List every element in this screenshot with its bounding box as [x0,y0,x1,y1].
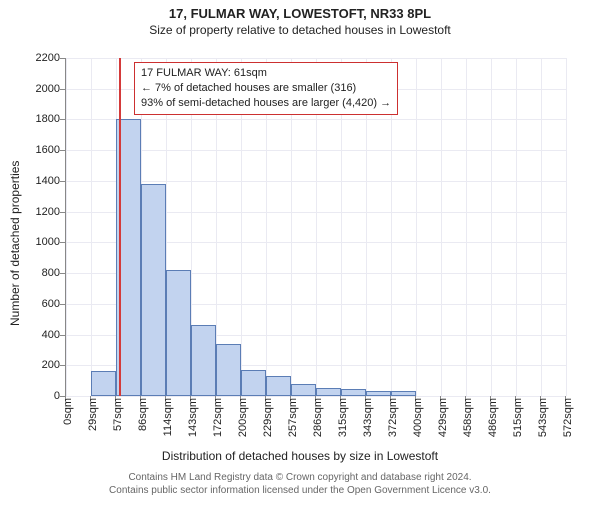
x-tick-label: 572sqm [562,398,574,446]
y-tick-mark [60,119,65,120]
y-tick-mark [60,335,65,336]
y-tick-label: 2000 [5,83,60,95]
x-tick-label: 286sqm [312,398,324,446]
x-tick-label: 114sqm [162,398,174,446]
histogram-bar [216,344,241,396]
histogram-bar [366,391,391,396]
x-tick-label: 172sqm [212,398,224,446]
callout-line: ← 7% of detached houses are smaller (316… [141,81,391,96]
gridline-v [541,58,542,396]
histogram-bar [316,388,341,396]
gridline-h [66,396,566,397]
histogram-bar [141,184,166,396]
y-tick-label: 0 [5,390,60,402]
x-tick-label: 429sqm [437,398,449,446]
plot-area: 17 FULMAR WAY: 61sqm← 7% of detached hou… [65,58,566,397]
histogram-bar [91,371,116,396]
footer-line-2: Contains public sector information licen… [0,484,600,497]
histogram-bar [241,370,266,396]
callout-line: 93% of semi-detached houses are larger (… [141,96,391,111]
y-tick-label: 1200 [5,206,60,218]
x-tick-label: 343sqm [362,398,374,446]
x-tick-label: 315sqm [337,398,349,446]
y-tick-label: 1400 [5,175,60,187]
gridline-v [66,58,67,396]
histogram-bar [266,376,291,396]
y-tick-mark [60,273,65,274]
histogram-bar [166,270,191,396]
gridline-v [516,58,517,396]
x-tick-label: 200sqm [237,398,249,446]
gridline-v [91,58,92,396]
x-tick-label: 486sqm [487,398,499,446]
y-tick-mark [60,242,65,243]
x-tick-label: 543sqm [537,398,549,446]
histogram-bar [291,384,316,396]
property-marker-line [119,58,121,396]
x-tick-label: 257sqm [287,398,299,446]
x-tick-label: 515sqm [512,398,524,446]
gridline-v [441,58,442,396]
chart-subtitle: Size of property relative to detached ho… [0,23,600,37]
x-tick-label: 57sqm [112,398,124,446]
y-tick-label: 600 [5,298,60,310]
x-tick-label: 229sqm [262,398,274,446]
footer-attribution: Contains HM Land Registry data © Crown c… [0,471,600,497]
histogram-bar [341,389,366,396]
y-tick-label: 1000 [5,236,60,248]
y-tick-mark [60,304,65,305]
y-tick-mark [60,89,65,90]
y-tick-mark [60,150,65,151]
x-tick-label: 400sqm [412,398,424,446]
y-tick-label: 1600 [5,144,60,156]
x-tick-label: 0sqm [62,398,74,446]
y-tick-label: 200 [5,359,60,371]
gridline-v [466,58,467,396]
chart-title: 17, FULMAR WAY, LOWESTOFT, NR33 8PL [0,6,600,21]
y-tick-label: 2200 [5,52,60,64]
footer-line-1: Contains HM Land Registry data © Crown c… [0,471,600,484]
y-tick-label: 1800 [5,113,60,125]
x-tick-label: 29sqm [87,398,99,446]
x-tick-label: 458sqm [462,398,474,446]
x-axis-label: Distribution of detached houses by size … [0,449,600,463]
histogram-bar [391,391,416,396]
y-tick-label: 400 [5,329,60,341]
x-tick-label: 372sqm [387,398,399,446]
y-tick-mark [60,212,65,213]
callout-box: 17 FULMAR WAY: 61sqm← 7% of detached hou… [134,62,398,115]
y-tick-mark [60,181,65,182]
y-tick-mark [60,365,65,366]
gridline-v [566,58,567,396]
gridline-v [416,58,417,396]
y-tick-label: 800 [5,267,60,279]
x-tick-label: 143sqm [187,398,199,446]
histogram-bar [191,325,216,396]
callout-line: 17 FULMAR WAY: 61sqm [141,66,391,81]
y-tick-mark [60,58,65,59]
x-tick-label: 86sqm [137,398,149,446]
gridline-v [491,58,492,396]
